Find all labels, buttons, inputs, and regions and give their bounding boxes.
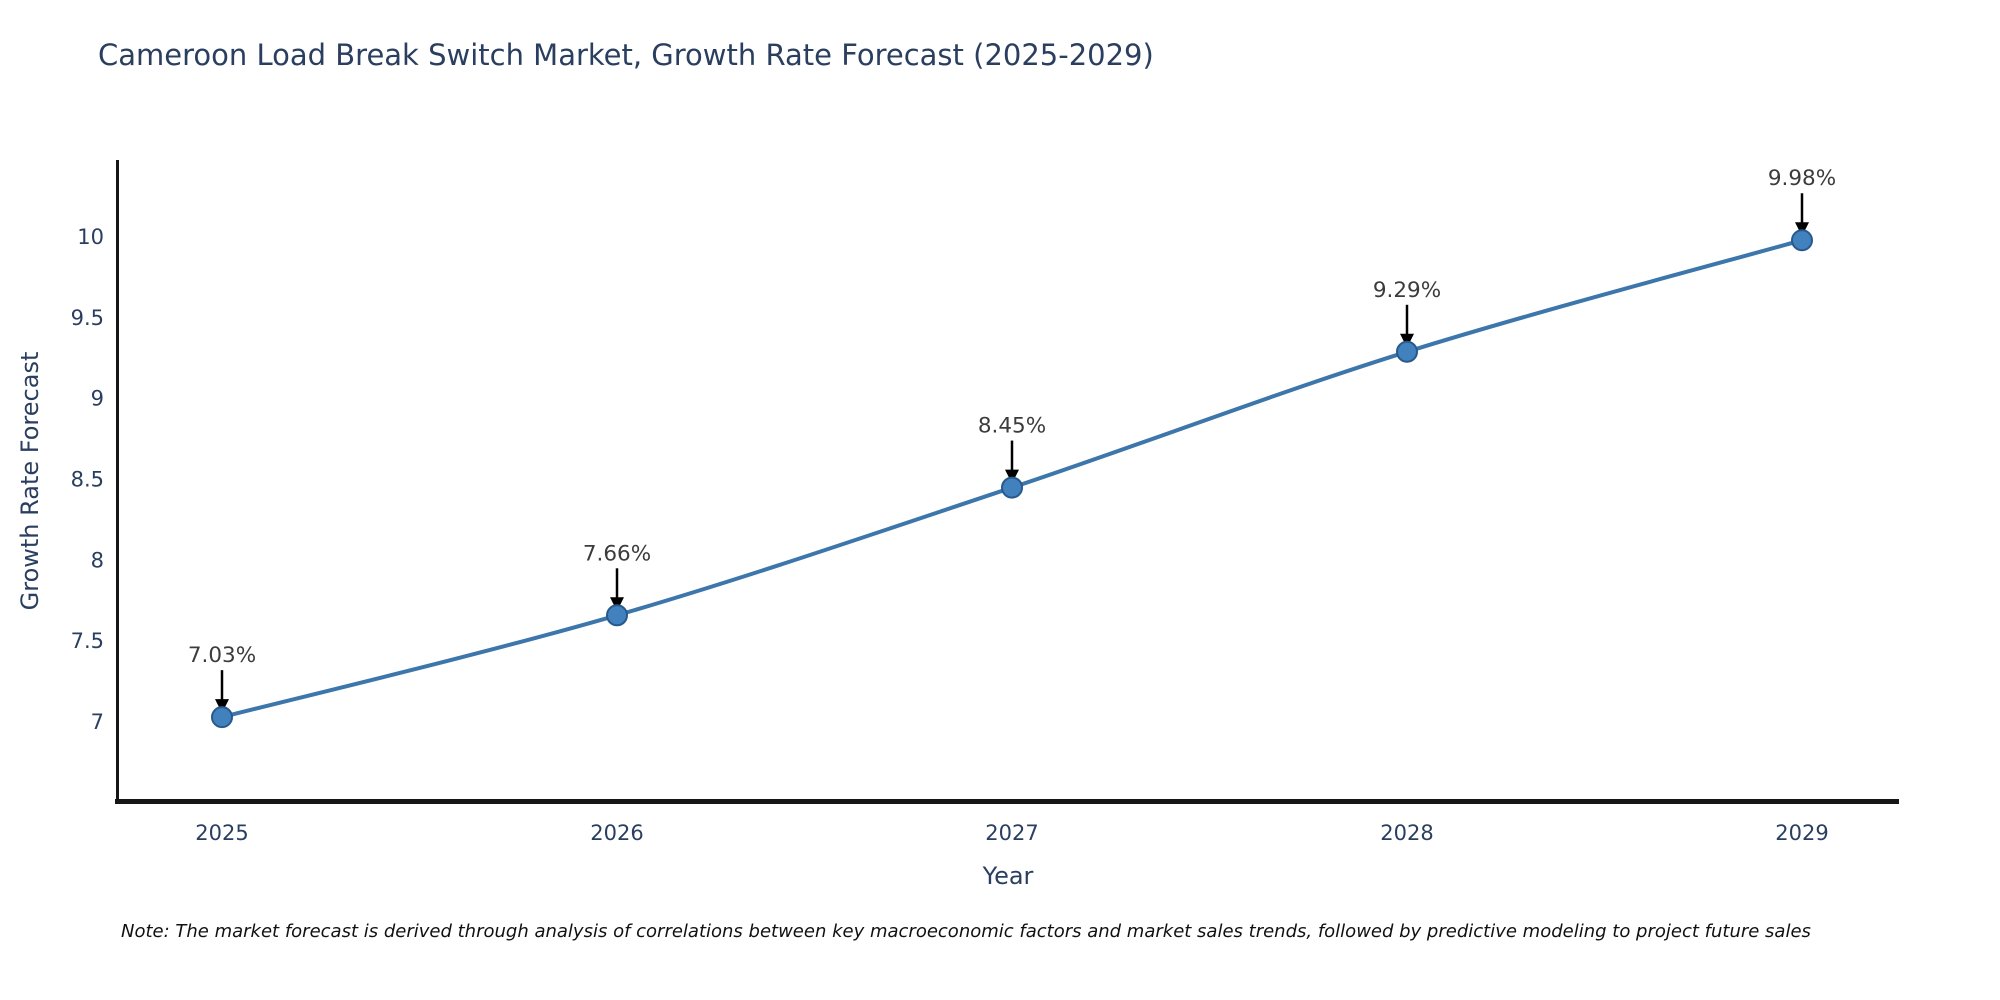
x-tick-label: 2028 (1380, 821, 1433, 845)
data-point[interactable] (1396, 340, 1418, 363)
y-tick-label: 7 (91, 710, 104, 734)
y-tick-label: 9.5 (71, 306, 104, 330)
x-tick-label: 2026 (590, 821, 643, 845)
chart-title: Cameroon Load Break Switch Market, Growt… (98, 38, 1154, 72)
data-point[interactable] (1001, 476, 1023, 499)
y-tick-label: 8 (91, 548, 104, 572)
point-annotation-label: 9.98% (1768, 166, 1836, 191)
footnote: Note: The market forecast is derived thr… (121, 921, 1811, 942)
x-tick-label: 2029 (1775, 821, 1828, 845)
point-annotation-label: 7.03% (188, 643, 256, 668)
data-point[interactable] (211, 706, 233, 729)
x-tick-label: 2027 (985, 821, 1038, 845)
point-annotation-label: 7.66% (583, 541, 651, 566)
y-tick-label: 9 (91, 387, 104, 411)
data-point[interactable] (1791, 229, 1813, 252)
y-tick-label: 10 (77, 225, 104, 249)
y-tick-label: 7.5 (71, 629, 104, 653)
data-point[interactable] (606, 604, 628, 627)
point-annotation-label: 8.45% (978, 414, 1046, 439)
point-annotation-label: 9.29% (1373, 278, 1441, 303)
x-tick-label: 2025 (195, 821, 248, 845)
x-axis-label: Year (982, 862, 1034, 890)
y-tick-label: 8.5 (71, 468, 104, 492)
